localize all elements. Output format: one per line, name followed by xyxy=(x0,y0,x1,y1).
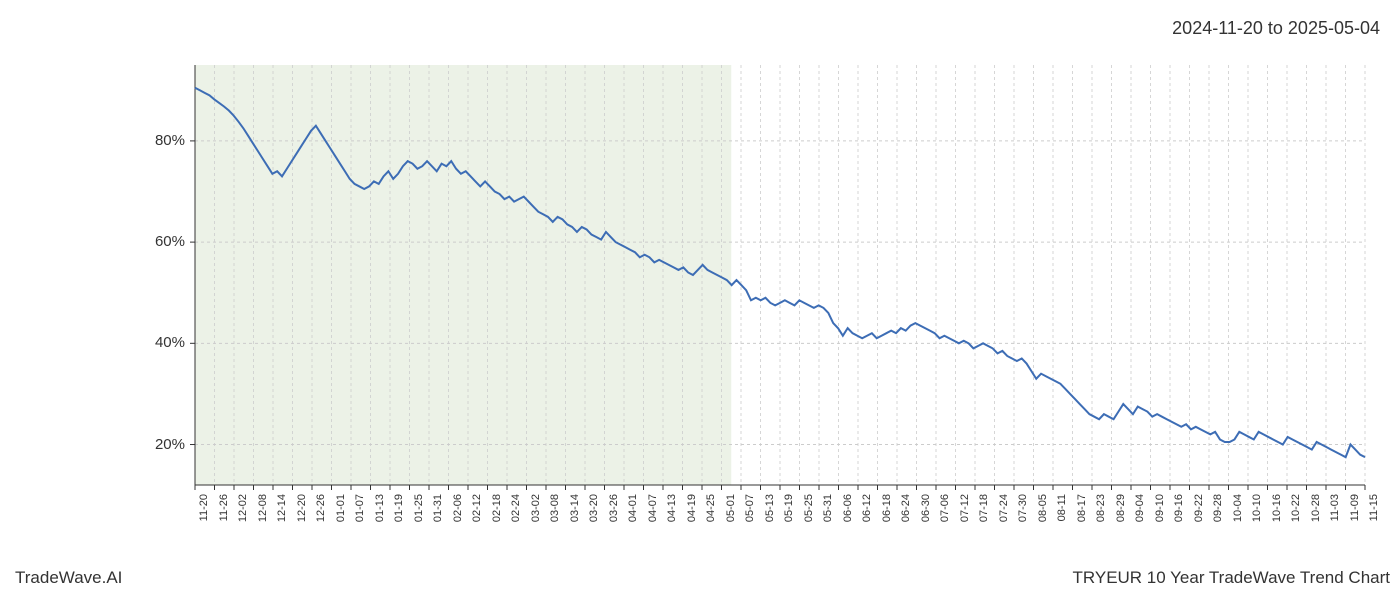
x-tick-label: 07-06 xyxy=(939,494,951,544)
x-tick-label: 05-25 xyxy=(803,494,815,544)
x-tick-label: 02-12 xyxy=(471,494,483,544)
chart-title: TRYEUR 10 Year TradeWave Trend Chart xyxy=(1073,568,1391,588)
date-range-label: 2024-11-20 to 2025-05-04 xyxy=(1172,18,1380,39)
x-tick-label: 11-09 xyxy=(1349,494,1361,544)
x-tick-label: 12-02 xyxy=(237,494,249,544)
x-tick-label: 06-30 xyxy=(920,494,932,544)
x-tick-label: 10-22 xyxy=(1290,494,1302,544)
x-tick-label: 04-19 xyxy=(686,494,698,544)
x-tick-label: 03-14 xyxy=(569,494,581,544)
x-tick-label: 06-06 xyxy=(842,494,854,544)
x-tick-label: 08-29 xyxy=(1115,494,1127,544)
x-tick-label: 07-30 xyxy=(1017,494,1029,544)
x-tick-label: 02-24 xyxy=(510,494,522,544)
x-tick-label: 06-12 xyxy=(861,494,873,544)
x-tick-label: 05-01 xyxy=(725,494,737,544)
highlight-region xyxy=(195,65,731,485)
x-tick-label: 10-10 xyxy=(1251,494,1263,544)
x-tick-label: 04-25 xyxy=(705,494,717,544)
x-tick-label: 04-01 xyxy=(627,494,639,544)
x-tick-label: 03-02 xyxy=(530,494,542,544)
x-tick-label: 01-07 xyxy=(354,494,366,544)
x-tick-label: 12-20 xyxy=(296,494,308,544)
x-tick-label: 05-13 xyxy=(764,494,776,544)
x-tick-label: 01-13 xyxy=(374,494,386,544)
x-tick-label: 09-16 xyxy=(1173,494,1185,544)
x-tick-label: 02-18 xyxy=(491,494,503,544)
x-tick-label: 09-28 xyxy=(1212,494,1224,544)
x-tick-label: 09-04 xyxy=(1134,494,1146,544)
x-tick-label: 04-13 xyxy=(666,494,678,544)
x-tick-label: 09-22 xyxy=(1193,494,1205,544)
x-tick-label: 07-24 xyxy=(998,494,1010,544)
brand-label: TradeWave.AI xyxy=(15,568,122,588)
y-tick-label: 80% xyxy=(135,132,185,149)
x-tick-label: 08-17 xyxy=(1076,494,1088,544)
trend-chart xyxy=(130,60,1370,495)
x-tick-label: 03-08 xyxy=(549,494,561,544)
x-tick-label: 12-08 xyxy=(257,494,269,544)
x-tick-label: 01-01 xyxy=(335,494,347,544)
x-tick-label: 11-03 xyxy=(1329,494,1341,544)
x-tick-label: 01-31 xyxy=(432,494,444,544)
x-tick-label: 11-20 xyxy=(198,494,210,544)
x-tick-label: 05-31 xyxy=(822,494,834,544)
x-tick-label: 11-15 xyxy=(1368,494,1380,544)
x-tick-label: 01-19 xyxy=(393,494,405,544)
x-tick-label: 08-11 xyxy=(1056,494,1068,544)
chart-svg xyxy=(130,60,1370,495)
x-tick-label: 08-05 xyxy=(1037,494,1049,544)
x-tick-label: 10-28 xyxy=(1310,494,1322,544)
x-tick-label: 08-23 xyxy=(1095,494,1107,544)
x-tick-label: 07-12 xyxy=(959,494,971,544)
x-tick-label: 03-20 xyxy=(588,494,600,544)
y-tick-label: 60% xyxy=(135,233,185,250)
x-tick-label: 04-07 xyxy=(647,494,659,544)
y-tick-label: 20% xyxy=(135,436,185,453)
x-tick-label: 11-26 xyxy=(218,494,230,544)
x-tick-label: 06-18 xyxy=(881,494,893,544)
x-tick-label: 12-14 xyxy=(276,494,288,544)
x-tick-label: 07-18 xyxy=(978,494,990,544)
x-tick-label: 05-19 xyxy=(783,494,795,544)
x-tick-label: 12-26 xyxy=(315,494,327,544)
x-tick-label: 03-26 xyxy=(608,494,620,544)
x-tick-label: 01-25 xyxy=(413,494,425,544)
x-tick-label: 10-04 xyxy=(1232,494,1244,544)
y-tick-label: 40% xyxy=(135,334,185,351)
x-tick-label: 02-06 xyxy=(452,494,464,544)
x-tick-label: 06-24 xyxy=(900,494,912,544)
x-tick-label: 10-16 xyxy=(1271,494,1283,544)
x-tick-label: 09-10 xyxy=(1154,494,1166,544)
x-tick-label: 05-07 xyxy=(744,494,756,544)
